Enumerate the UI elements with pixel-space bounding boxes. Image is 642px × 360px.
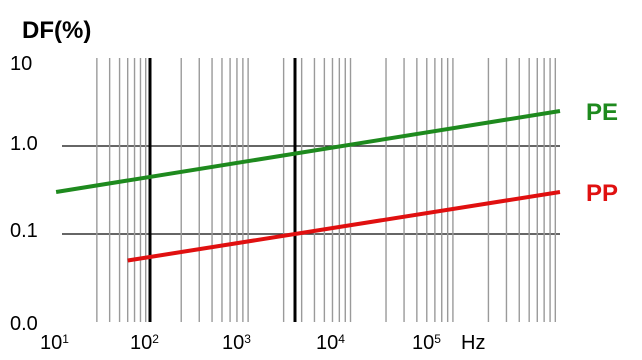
series-line-pe	[55, 109, 561, 194]
chart-series: PE PP	[55, 99, 618, 263]
x-axis-label: Hz	[461, 332, 485, 354]
x-tick-label: 102	[130, 332, 159, 354]
series-label-pe: PE	[586, 99, 618, 126]
y-tick-label: 1.0	[10, 133, 38, 155]
x-tick-label: 103	[222, 332, 251, 354]
series-label-pp: PP	[586, 180, 618, 207]
y-tick-label: 0.1	[10, 220, 38, 242]
chart-title: DF(%)	[22, 17, 91, 44]
x-tick-label: 104	[316, 332, 345, 354]
x-tick-label: 105	[412, 332, 441, 354]
y-tick-label: 10	[10, 53, 32, 75]
series-line-pp	[127, 190, 561, 263]
chart-grid	[62, 58, 560, 322]
y-tick-label: 0.0	[10, 313, 38, 335]
x-tick-label: 101	[40, 332, 69, 354]
